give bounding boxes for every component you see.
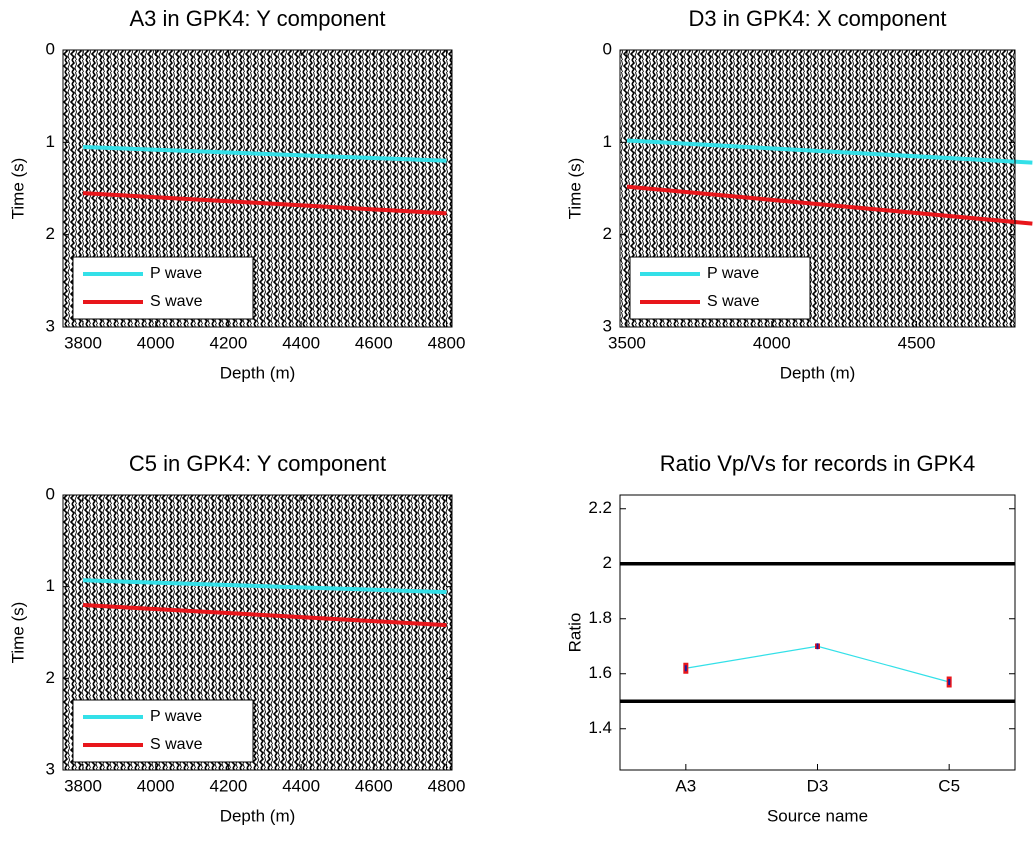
x-tick-label: 4600 xyxy=(355,333,393,352)
y-tick-label: 2.2 xyxy=(588,498,612,517)
series-line xyxy=(82,191,447,216)
y-tick-label: 1.8 xyxy=(588,608,612,627)
y-tick-label: 2 xyxy=(46,224,55,243)
legend-label: S wave xyxy=(150,293,203,310)
series-line xyxy=(626,138,1033,165)
y-tick-label: 3 xyxy=(46,759,55,778)
y-axis-label: Time (s) xyxy=(8,602,27,664)
y-axis-label: Time (s) xyxy=(8,158,27,220)
y-tick-label: 0 xyxy=(46,39,55,58)
x-axis-label: Depth (m) xyxy=(220,806,296,825)
x-tick-label: 4500 xyxy=(898,333,936,352)
series-line xyxy=(626,184,1033,226)
plot-frame xyxy=(619,494,1016,771)
x-tick-label: 4200 xyxy=(210,333,248,352)
x-tick-label: 4400 xyxy=(282,776,320,795)
x-tick-label: 3500 xyxy=(608,333,646,352)
y-tick-label: 3 xyxy=(603,316,612,335)
x-tick-label: 4600 xyxy=(355,776,393,795)
x-tick-label: 4000 xyxy=(137,333,175,352)
x-axis-label: Depth (m) xyxy=(780,363,856,382)
series-line xyxy=(82,144,447,163)
x-tick-label: 4000 xyxy=(137,776,175,795)
chart-title: Ratio Vp/Vs for records in GPK4 xyxy=(660,451,975,476)
y-axis-label: Ratio xyxy=(565,613,584,653)
plot-frame xyxy=(619,49,1016,328)
y-axis-label: Time (s) xyxy=(565,158,584,220)
chart-title: D3 in GPK4: X component xyxy=(688,6,946,31)
legend-label: S wave xyxy=(150,736,203,753)
x-tick-label: D3 xyxy=(807,776,829,795)
legend-label: P wave xyxy=(150,265,202,282)
series-line xyxy=(82,603,447,628)
x-tick-label: 4400 xyxy=(282,333,320,352)
plot-frame xyxy=(62,49,453,328)
y-tick-label: 1 xyxy=(603,132,612,151)
legend-label: S wave xyxy=(707,293,760,310)
legend-label: P wave xyxy=(707,265,759,282)
legend-box xyxy=(72,256,254,320)
y-tick-label: 2 xyxy=(603,224,612,243)
x-tick-label: C5 xyxy=(938,776,960,795)
y-tick-label: 1.4 xyxy=(588,718,612,737)
x-tick-label: 4800 xyxy=(428,776,466,795)
y-tick-label: 2 xyxy=(46,668,55,687)
x-tick-label: 4200 xyxy=(210,776,248,795)
y-tick-label: 1.6 xyxy=(588,663,612,682)
x-axis-label: Source name xyxy=(767,806,868,825)
legend-box xyxy=(72,699,254,763)
series-line xyxy=(685,645,950,683)
x-axis-label: Depth (m) xyxy=(220,363,296,382)
y-tick-label: 3 xyxy=(46,316,55,335)
chart-title: A3 in GPK4: Y component xyxy=(129,6,385,31)
x-tick-label: 4000 xyxy=(753,333,791,352)
x-tick-label: A3 xyxy=(675,776,696,795)
chart-title: C5 in GPK4: Y component xyxy=(129,451,386,476)
y-tick-label: 2 xyxy=(603,553,612,572)
y-tick-label: 1 xyxy=(46,132,55,151)
y-tick-label: 0 xyxy=(46,484,55,503)
legend-box xyxy=(629,256,811,320)
y-tick-label: 0 xyxy=(603,39,612,58)
legend-label: P wave xyxy=(150,708,202,725)
series-line xyxy=(82,578,447,595)
y-tick-label: 1 xyxy=(46,576,55,595)
plot-frame xyxy=(62,494,453,771)
x-tick-label: 3800 xyxy=(64,333,102,352)
x-tick-label: 3800 xyxy=(64,776,102,795)
x-tick-label: 4800 xyxy=(428,333,466,352)
